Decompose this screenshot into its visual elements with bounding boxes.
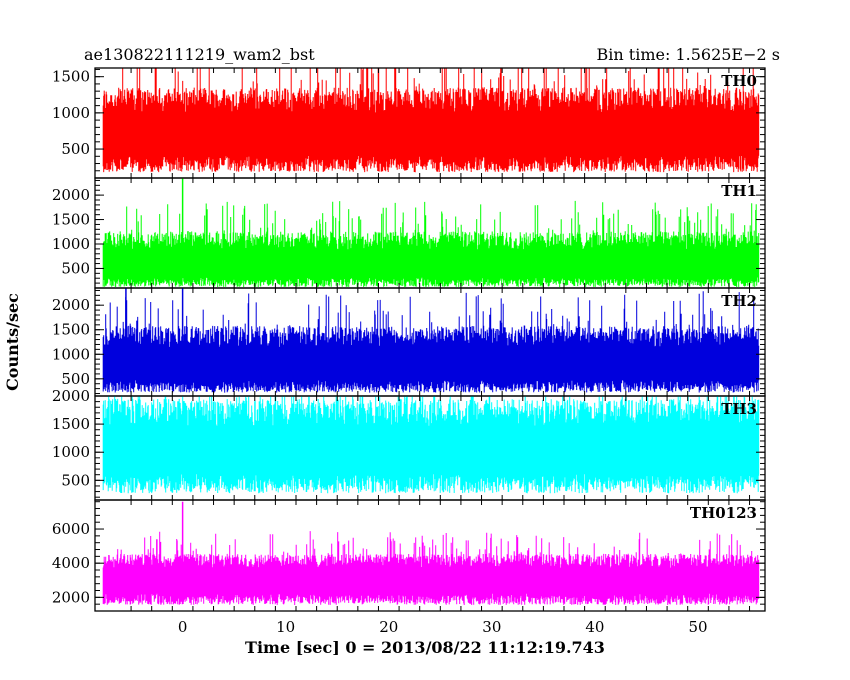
panel-th0: 500 1000 1500 TH0 bbox=[52, 67, 766, 179]
panel-th0123: 2000 4000 6000 TH0123 bbox=[52, 499, 766, 612]
y-tick-label: 500 bbox=[61, 370, 90, 388]
y-tick-label: 500 bbox=[61, 259, 90, 277]
series-line-th2 bbox=[102, 291, 760, 393]
y-tick-label: 1000 bbox=[52, 235, 90, 253]
x-tick-label: 20 bbox=[379, 618, 398, 636]
panel-th3: 500 1000 1500 2000 TH3 bbox=[52, 387, 766, 501]
y-tick-label: 2000 bbox=[52, 296, 90, 314]
panel-label-th1: TH1 bbox=[721, 182, 757, 200]
y-tick-label: 2000 bbox=[52, 588, 90, 606]
y-tick-label: 500 bbox=[61, 471, 90, 489]
series-line-th0123 bbox=[102, 531, 760, 605]
y-axis-label: Counts/sec bbox=[3, 293, 22, 391]
x-tick-label: 30 bbox=[482, 618, 501, 636]
y-tick-label: 1000 bbox=[52, 345, 90, 363]
series-line-th1 bbox=[102, 200, 760, 287]
y-tick-label: 2000 bbox=[52, 387, 90, 405]
x-tick-label: 50 bbox=[688, 618, 707, 636]
y-tick-label: 1500 bbox=[52, 211, 90, 229]
y-tick-label: 500 bbox=[61, 140, 90, 158]
y-tick-label: 1500 bbox=[52, 68, 90, 86]
y-tick-label: 2000 bbox=[52, 186, 90, 204]
series-line-th3 bbox=[102, 396, 760, 494]
chart-title-left: ae130822111219_wam2_bst bbox=[84, 45, 315, 64]
y-tick-label: 1500 bbox=[52, 415, 90, 433]
y-tick-label: 1000 bbox=[52, 104, 90, 122]
panel-frame bbox=[94, 499, 766, 612]
panel-label-th0123: TH0123 bbox=[690, 504, 757, 522]
x-tick-label: 10 bbox=[276, 618, 295, 636]
y-tick-label: 1000 bbox=[52, 443, 90, 461]
panel-label-th0: TH0 bbox=[721, 72, 757, 90]
panel-label-th2: TH2 bbox=[721, 292, 757, 310]
x-tick-label: 0 bbox=[178, 618, 188, 636]
panel-label-th3: TH3 bbox=[721, 400, 757, 418]
y-tick-label: 4000 bbox=[52, 554, 90, 572]
x-tick-label: 40 bbox=[585, 618, 604, 636]
chart-title-right: Bin time: 1.5625E−2 s bbox=[597, 45, 780, 64]
series-line-th0 bbox=[102, 68, 760, 173]
y-tick-label: 6000 bbox=[52, 520, 90, 538]
x-axis-label: Time [sec] 0 = 2013/08/22 11:12:19.743 bbox=[245, 638, 605, 657]
y-tick-label: 1500 bbox=[52, 321, 90, 339]
